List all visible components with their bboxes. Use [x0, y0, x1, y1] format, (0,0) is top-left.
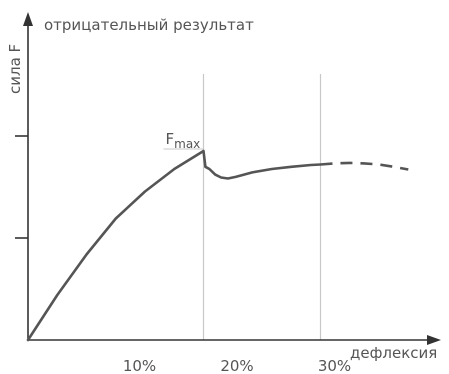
vertical-guides — [202, 74, 322, 340]
x-tick-label: 20% — [220, 357, 253, 374]
x-axis-label: дефлексия — [350, 344, 437, 362]
axes — [15, 12, 441, 345]
x-tick-labels: 10% 20% 30% — [123, 357, 351, 374]
x-tick-label: 10% — [123, 357, 156, 374]
chart-title: отрицательный результат — [44, 16, 254, 34]
x-axis-arrow — [427, 335, 441, 345]
series-line-dashed — [320, 161, 409, 171]
fmax-label-sub: max — [174, 137, 200, 151]
series-layer — [26, 149, 409, 342]
y-axis-arrow — [23, 12, 33, 26]
fmax-label: Fmax — [166, 130, 201, 151]
x-tick-label: 30% — [318, 357, 351, 374]
y-axis-label: сила F — [6, 44, 24, 94]
series-line-solid — [26, 149, 322, 342]
marker-layer: Fmax — [163, 130, 204, 151]
fmax-label-main: F — [166, 130, 175, 148]
